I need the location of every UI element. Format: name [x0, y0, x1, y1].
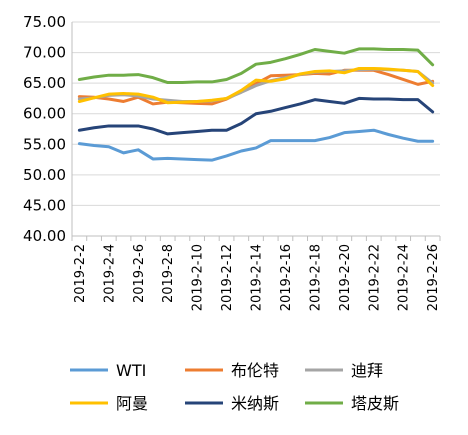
x-axis-tick-labels: 2019-2-2 2019-2-4 2019-2-6 2019-2-8 2019-2-1… — [73, 244, 441, 311]
x-tick-label: 2019-2-6 — [132, 244, 147, 303]
y-tick-label: 60.00 — [23, 105, 66, 123]
x-tick-label: 2019-2-20 — [338, 244, 353, 311]
x-tick-label: 2019-2-4 — [102, 244, 117, 303]
x-tick-label: 2019-2-14 — [250, 244, 265, 311]
x-tick-label: 2019-2-2 — [73, 244, 88, 303]
series-line-5 — [77, 47, 435, 85]
y-tick-label: 70.00 — [23, 44, 66, 62]
series-line-4 — [77, 96, 435, 136]
legend-label: 布伦特 — [231, 361, 279, 380]
y-tick-label: 50.00 — [23, 166, 66, 184]
series-lines — [77, 47, 435, 162]
y-tick-label: 40.00 — [23, 227, 66, 245]
x-tick-label: 2019-2-24 — [397, 244, 412, 311]
series-line-3 — [77, 66, 435, 105]
axes — [71, 22, 441, 241]
legend-label: WTI — [116, 361, 146, 380]
legend-label: 阿曼 — [116, 394, 148, 413]
x-tick-label: 2019-2-18 — [308, 244, 323, 311]
x-tick-label: 2019-2-12 — [220, 244, 235, 311]
legend-label: 米纳斯 — [231, 394, 279, 413]
y-axis-tick-labels: 40.00 45.00 50.00 55.00 60.00 65.00 70.00 75.00 — [23, 13, 66, 245]
y-tick-label: 45.00 — [23, 196, 66, 214]
y-tick-label: 55.00 — [23, 135, 66, 153]
series-line-0 — [77, 128, 435, 162]
x-tick-label: 2019-2-16 — [279, 244, 294, 311]
y-tick-label: 65.00 — [23, 74, 66, 92]
x-tick-label: 2019-2-10 — [191, 244, 206, 311]
legend-label: 塔皮斯 — [351, 394, 399, 413]
x-tick-label: 2019-2-22 — [367, 244, 382, 311]
x-tick-label: 2019-2-26 — [426, 244, 441, 311]
x-tick-label: 2019-2-8 — [161, 244, 176, 303]
grid-lines — [72, 21, 440, 237]
legend-label: 迪拜 — [351, 361, 383, 380]
y-tick-label: 75.00 — [23, 13, 66, 31]
